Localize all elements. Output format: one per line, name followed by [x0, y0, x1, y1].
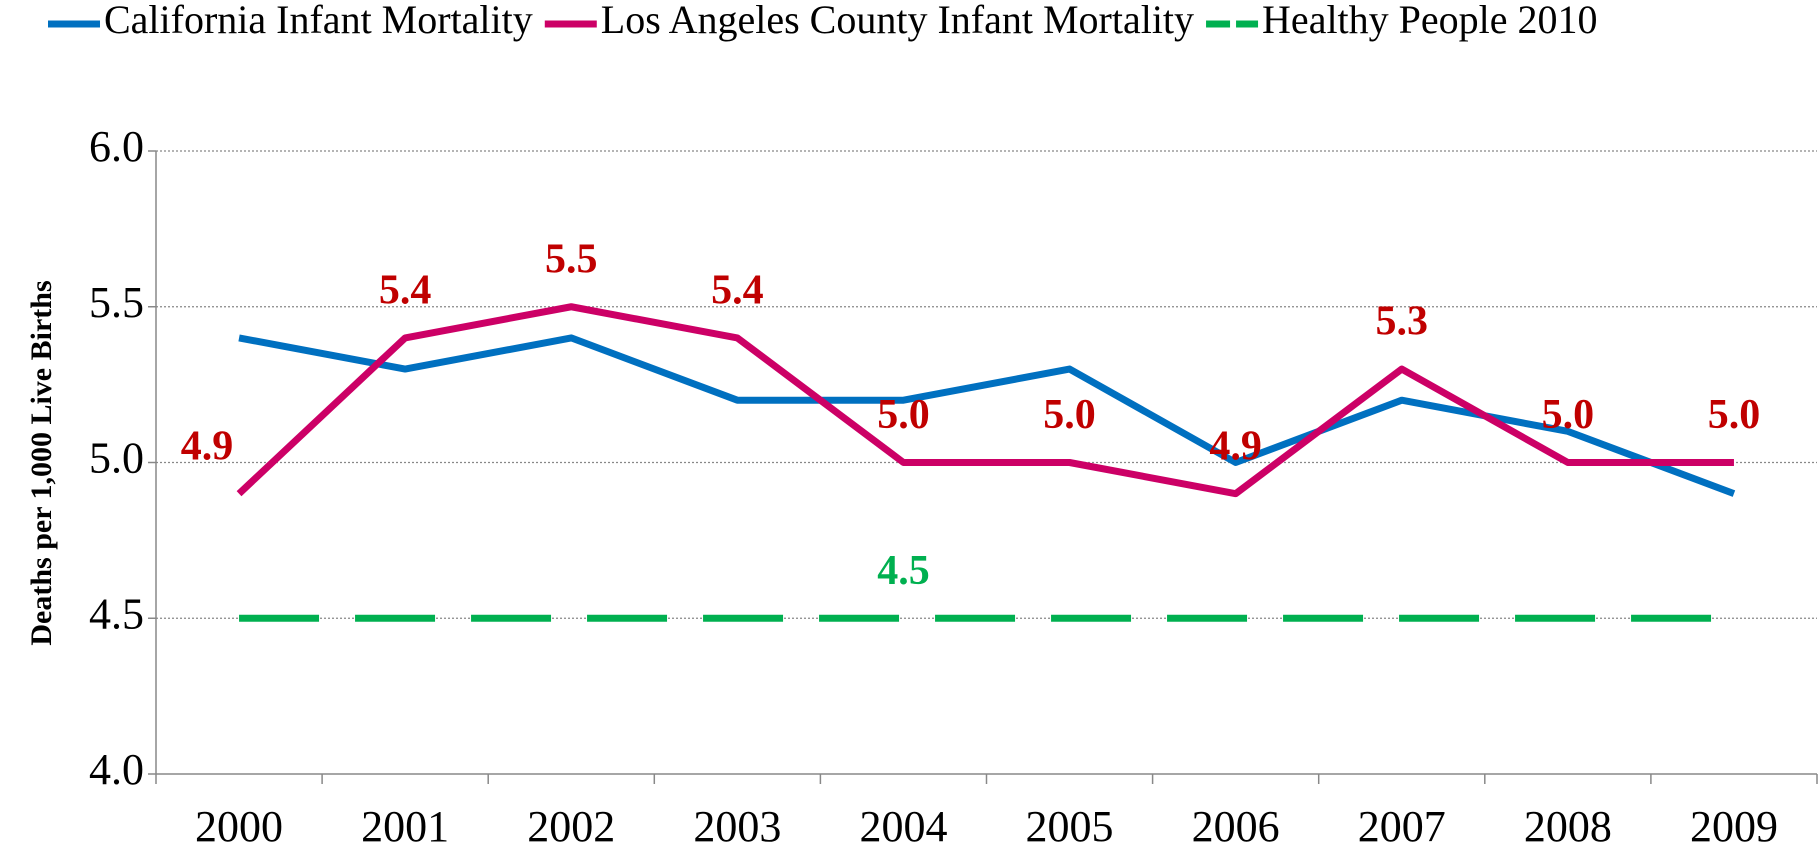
data-label: 5.4	[379, 268, 432, 314]
legend-label: Healthy People 2010	[1262, 0, 1598, 42]
y-tick-label: 4.0	[89, 745, 144, 794]
x-tick-label: 2001	[361, 802, 449, 851]
series-line	[238, 334, 1736, 497]
x-tick-label: 2004	[859, 802, 947, 851]
legend-label: California Infant Mortality	[104, 0, 533, 42]
data-label: 4.5	[877, 548, 930, 594]
data-label: 4.9	[181, 423, 234, 469]
data-label: 5.0	[1043, 392, 1096, 438]
x-tick-label: 2003	[693, 802, 781, 851]
x-tick-label: 2009	[1690, 802, 1778, 851]
x-tick-label: 2006	[1192, 802, 1280, 851]
y-tick-label: 6.0	[89, 122, 144, 171]
data-label: 4.9	[1209, 423, 1262, 469]
data-label: 5.3	[1376, 299, 1429, 345]
data-label: 5.0	[877, 392, 930, 438]
y-tick-label: 5.0	[89, 434, 144, 483]
y-tick-label: 5.5	[89, 278, 144, 327]
data-label: 5.0	[1542, 392, 1595, 438]
x-tick-label: 2002	[527, 802, 615, 851]
data-label: 5.5	[545, 236, 598, 282]
x-tick-label: 2008	[1524, 802, 1612, 851]
x-tick-label: 2000	[195, 802, 283, 851]
y-axis-label: Deaths per 1,000 Live Births	[25, 280, 58, 645]
x-tick-label: 2007	[1358, 802, 1446, 851]
data-label: 5.0	[1708, 392, 1761, 438]
x-tick-label: 2005	[1026, 802, 1114, 851]
series-line	[236, 303, 1734, 498]
data-label: 5.4	[711, 268, 764, 314]
y-tick-label: 4.5	[89, 589, 144, 638]
legend-label: Los Angeles County Infant Mortality	[601, 0, 1194, 42]
